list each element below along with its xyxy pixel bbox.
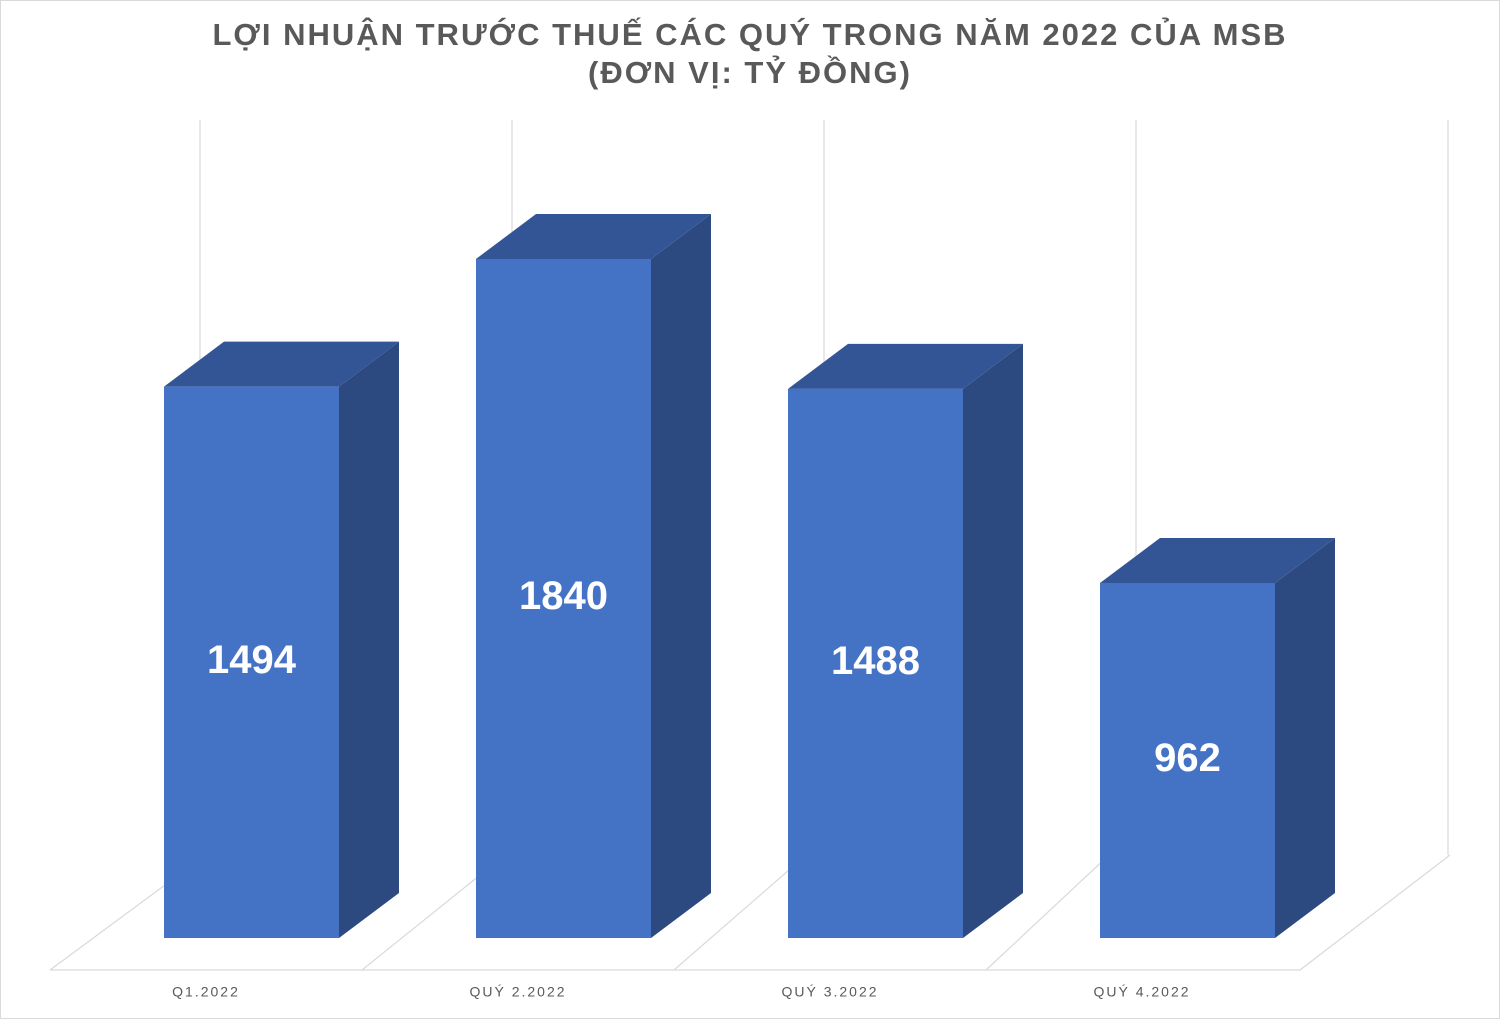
bar: [164, 386, 339, 939]
data-label: 1494: [207, 638, 297, 682]
chart-title: LỢI NHUẬN TRƯỚC THUẾ CÁC QUÝ TRONG NĂM 2…: [212, 16, 1287, 52]
data-label: 1488: [831, 639, 920, 683]
bar: [476, 258, 651, 938]
bar-top: [1100, 537, 1335, 583]
x-tick-label: Q1.2022: [172, 984, 240, 1000]
floor-divider: [361, 877, 478, 971]
bar: [788, 388, 963, 938]
bar-side: [963, 343, 1023, 938]
x-tick-label: QUÝ 3.2022: [781, 984, 878, 1000]
x-tick-label: QUÝ 2.2022: [469, 984, 566, 1000]
data-label: 962: [1154, 736, 1221, 780]
bar-side: [339, 341, 399, 939]
floor-edge: [49, 884, 166, 971]
floor-divider: [673, 869, 790, 971]
bar-top: [164, 341, 399, 387]
bar: [1100, 582, 1275, 938]
bar-side: [651, 213, 711, 938]
bar-top: [476, 213, 711, 259]
bar-side: [1275, 537, 1335, 938]
chart-subtitle: (ĐƠN VỊ: TỶ ĐỒNG): [588, 54, 912, 90]
bar-top: [788, 343, 1023, 389]
floor-edge: [50, 854, 1451, 971]
floor: [49, 854, 1451, 971]
data-label: 1840: [519, 574, 608, 618]
floor-divider: [985, 862, 1102, 971]
x-tick-label: QUÝ 4.2022: [1093, 984, 1190, 1000]
